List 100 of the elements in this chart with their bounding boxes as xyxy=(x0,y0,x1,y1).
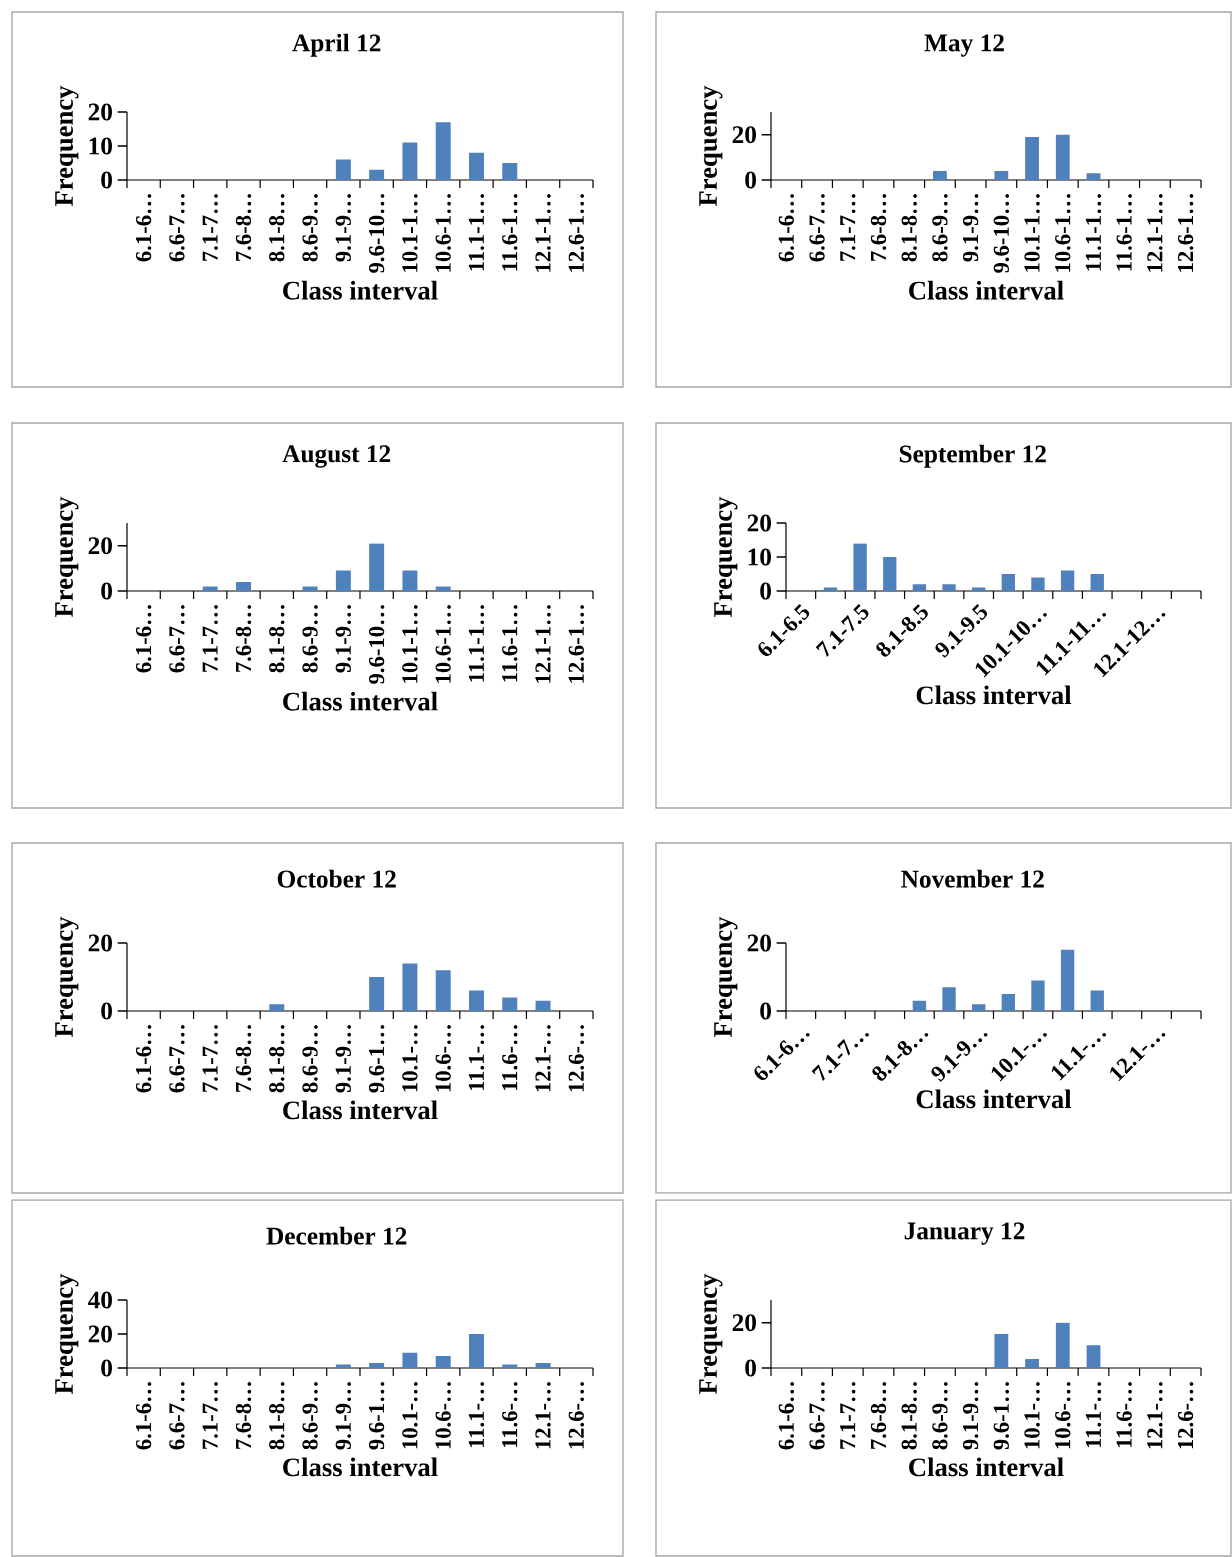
bar xyxy=(469,1334,484,1369)
x-tick-label: 8.1-8… xyxy=(901,1382,917,1450)
x-tick-label: 7.6-8… xyxy=(235,1025,252,1092)
x-tick-label: 11.1-1… xyxy=(1085,194,1102,271)
x-tick-label: 11.6-1… xyxy=(502,194,518,271)
bar xyxy=(1025,136,1039,181)
bar xyxy=(942,987,956,1012)
bar xyxy=(502,997,518,1012)
y-tick-label: 20 xyxy=(88,934,112,952)
bar xyxy=(369,977,385,1012)
x-tick-label: 10.6-1… xyxy=(435,605,451,683)
y-tick-label: 10 xyxy=(748,548,771,566)
x-tick-label: 11.6-1… xyxy=(1116,194,1132,271)
bar xyxy=(469,152,484,181)
x-tick-label: 6.1-6… xyxy=(135,194,152,262)
bar xyxy=(994,170,1009,181)
y-axis-title: Frequency xyxy=(714,916,738,1038)
x-tick-label: 7.1-7… xyxy=(840,194,856,261)
x-tick-label: 7.1-7… xyxy=(202,1025,218,1092)
x-tick-label: 9.6-10… xyxy=(993,194,1010,273)
bar xyxy=(269,1004,285,1012)
bar xyxy=(994,1334,1009,1369)
y-tick-label: 20 xyxy=(732,126,756,144)
x-tick-label: 12.6-1… xyxy=(568,194,585,272)
y-tick-label: 40 xyxy=(87,1291,112,1309)
x-tick-label: 6.6-7… xyxy=(809,194,825,262)
x-axis-title: Class interval xyxy=(283,691,438,711)
x-tick-label: 12.1-… xyxy=(535,1382,551,1449)
x-tick-label: 11.1-… xyxy=(1085,1382,1102,1448)
y-tick-label: 20 xyxy=(88,537,112,555)
x-tick-label: 9.1-9… xyxy=(962,194,979,262)
bar xyxy=(435,586,451,592)
x-tick-label: 10.6-… xyxy=(1055,1382,1071,1449)
y-axis-title: Frequency xyxy=(699,1273,723,1395)
y-tick-label: 0 xyxy=(745,171,756,189)
bar xyxy=(402,142,418,181)
x-axis-title: Class interval xyxy=(283,1457,438,1477)
x-tick-label: 6.6-7… xyxy=(809,1382,825,1450)
x-tick-label: 10.1-… xyxy=(402,1382,418,1449)
chart-title: September 12 xyxy=(899,444,1046,468)
bar xyxy=(912,584,927,592)
bar xyxy=(1031,577,1045,592)
chart-title: April 12 xyxy=(292,33,381,57)
bar xyxy=(469,990,484,1012)
y-axis-title: Frequency xyxy=(714,496,738,618)
y-axis-title: Frequency xyxy=(699,85,723,207)
x-tick-label: 6.6-7… xyxy=(169,605,185,673)
y-tick-label: 0 xyxy=(101,1002,112,1020)
x-tick-label: 8.1-8… xyxy=(269,194,285,262)
x-tick-label: 12.6-… xyxy=(1177,1382,1194,1449)
x-tick-label: 11.1-… xyxy=(468,1025,485,1091)
x-tick-label: 8.6-9… xyxy=(932,1382,948,1450)
bar xyxy=(912,1000,927,1012)
x-tick-label: 10.1-… xyxy=(402,1025,418,1092)
bar xyxy=(535,1362,551,1369)
y-tick-label: 20 xyxy=(747,934,771,952)
x-tick-label: 10.6-… xyxy=(435,1382,451,1449)
x-tick-label: 7.6-8… xyxy=(235,1382,252,1449)
x-tick-label: 10.6-1… xyxy=(1055,194,1071,272)
bar xyxy=(302,586,318,592)
bar xyxy=(1055,134,1070,181)
y-tick-label: 0 xyxy=(760,582,771,600)
x-axis-title: Class interval xyxy=(283,1100,438,1120)
bar xyxy=(236,581,251,592)
x-tick-label: 6.6-7… xyxy=(169,194,185,262)
bar xyxy=(942,584,956,592)
x-tick-label: 8.1-8… xyxy=(269,1382,285,1450)
bar xyxy=(1060,949,1075,1012)
x-tick-label: 8.6-9… xyxy=(302,194,318,262)
x-axis-title: Class interval xyxy=(916,685,1072,705)
y-tick-label: 20 xyxy=(88,1325,112,1343)
x-tick-label: 10.1-1… xyxy=(402,605,418,683)
x-tick-label: 8.6-9… xyxy=(302,1382,318,1450)
bar xyxy=(402,963,418,1012)
bar xyxy=(1001,574,1015,592)
x-tick-label: 8.6-9… xyxy=(302,1025,318,1093)
bar xyxy=(369,543,385,592)
bar xyxy=(1086,173,1101,181)
bar xyxy=(435,122,451,181)
bar xyxy=(335,159,351,181)
x-tick-label: 7.6-8… xyxy=(870,194,887,261)
x-tick-label: 8.6-9… xyxy=(302,605,318,673)
bar xyxy=(933,170,947,181)
bar xyxy=(435,1356,451,1369)
y-tick-label: 10 xyxy=(89,137,112,155)
bar xyxy=(369,1362,385,1369)
x-tick-label: 10.6-… xyxy=(435,1025,451,1092)
y-tick-label: 0 xyxy=(101,1359,112,1377)
x-tick-label: 7.6-8… xyxy=(235,194,252,261)
x-tick-label: 12.1-1… xyxy=(535,194,551,272)
y-axis-title: Frequency xyxy=(55,496,79,618)
x-tick-label: 11.1-… xyxy=(468,1382,485,1448)
x-tick-label: 7.1-7… xyxy=(202,194,218,261)
x-tick-label: 11.1-1… xyxy=(468,194,485,271)
x-tick-label: 9.1-9… xyxy=(335,605,352,673)
x-tick-label: 9.1-9… xyxy=(335,1025,352,1093)
x-tick-label: 6.6-7… xyxy=(169,1025,185,1093)
x-tick-label: 6.6-7… xyxy=(169,1382,185,1450)
x-tick-label: 6.1-6… xyxy=(135,605,152,673)
bar xyxy=(853,543,867,592)
